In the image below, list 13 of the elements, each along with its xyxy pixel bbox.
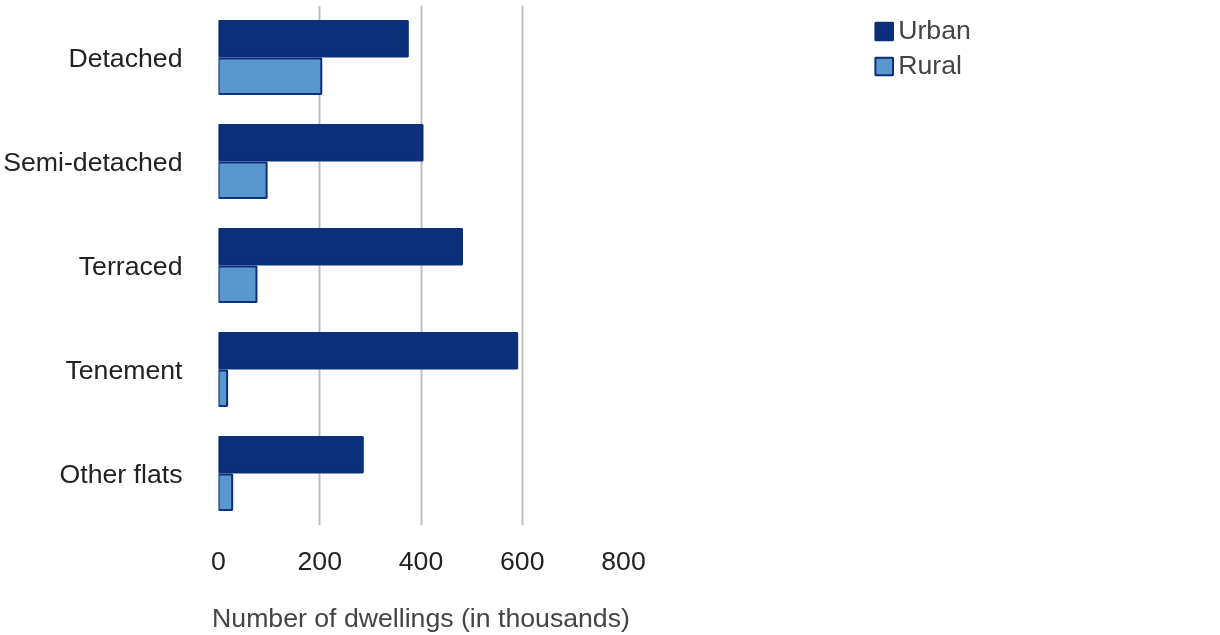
y-tick-label: Terraced: [78, 250, 183, 281]
y-tick-label: Detached: [68, 42, 183, 73]
x-tick-label: 800: [601, 545, 646, 576]
x-tick-label: 200: [297, 545, 342, 576]
x-tick-label: 400: [398, 545, 444, 576]
y-tick-label: Semi-detached: [3, 146, 183, 177]
y-tick-label: Tenement: [65, 354, 184, 385]
legend-label: Rural: [898, 50, 962, 81]
x-tick-label: 0: [211, 545, 226, 576]
x-axis-title: Number of dwellings (in thousands): [212, 602, 630, 633]
x-tick-label: 600: [500, 545, 545, 576]
legend-label: Urban: [898, 15, 971, 46]
y-tick-label: Other flats: [59, 458, 183, 489]
